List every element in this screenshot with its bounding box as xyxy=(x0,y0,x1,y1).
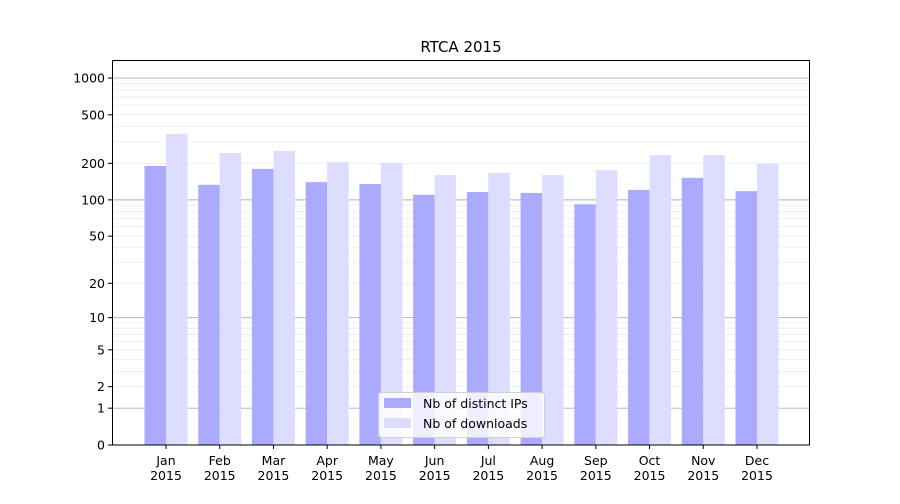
bar-downloads xyxy=(488,172,510,446)
y-tick-label: 100 xyxy=(81,192,105,207)
bar-distinct-ips xyxy=(305,182,328,445)
y-tick-label: 10 xyxy=(89,310,105,325)
bar-distinct-ips xyxy=(466,192,489,445)
chart-title: RTCA 2015 xyxy=(420,38,501,56)
x-tick-label: May 2015 xyxy=(365,453,397,483)
x-tick-label: Nov 2015 xyxy=(687,453,719,483)
x-tick-label: Jun 2015 xyxy=(419,453,451,483)
x-tick-label: Dec 2015 xyxy=(741,453,773,483)
bar-distinct-ips xyxy=(198,184,220,445)
bar-downloads xyxy=(166,134,188,445)
bar-downloads xyxy=(703,155,725,445)
bar-distinct-ips xyxy=(628,189,650,445)
y-tick-label: 200 xyxy=(81,156,105,171)
y-tick-label: 50 xyxy=(89,229,105,244)
bar-distinct-ips xyxy=(251,168,274,445)
legend-label: Nb of downloads xyxy=(423,416,527,431)
legend: Nb of distinct IPs Nb of downloads xyxy=(378,392,545,438)
bar-distinct-ips xyxy=(520,192,543,445)
bar-distinct-ips xyxy=(359,184,381,446)
legend-swatch xyxy=(384,398,411,408)
bar-downloads xyxy=(327,162,349,445)
y-tick-label: 2 xyxy=(97,379,105,394)
x-tick-label: Jul 2015 xyxy=(472,453,504,483)
x-tick-label: Oct 2015 xyxy=(634,453,666,483)
legend-swatch xyxy=(384,418,411,428)
bar-downloads xyxy=(757,163,779,445)
y-tick-label: 1000 xyxy=(73,71,105,86)
bar-downloads xyxy=(542,175,564,445)
y-tick-label: 5 xyxy=(97,342,105,357)
x-tick-label: Jan 2015 xyxy=(150,453,182,483)
x-tick-label: Sep 2015 xyxy=(580,453,612,483)
x-tick-label: Feb 2015 xyxy=(204,453,236,483)
y-tick-label: 0 xyxy=(97,438,105,453)
bar-distinct-ips xyxy=(681,177,704,445)
legend-box xyxy=(378,392,545,438)
y-tick-label: 500 xyxy=(81,107,105,122)
bar-distinct-ips xyxy=(144,166,166,446)
bar-distinct-ips xyxy=(413,194,435,445)
bar-downloads xyxy=(380,163,403,445)
axes-frame xyxy=(112,60,810,446)
x-tick-label: Aug 2015 xyxy=(526,453,558,483)
bar-downloads xyxy=(649,155,672,445)
bar-downloads xyxy=(595,170,618,445)
bar-downloads xyxy=(219,153,242,445)
bar-downloads xyxy=(273,150,295,445)
bar-distinct-ips xyxy=(735,191,757,445)
x-tick-label: Apr 2015 xyxy=(311,453,343,483)
legend-label: Nb of distinct IPs xyxy=(423,396,528,411)
y-tick-label: 1 xyxy=(97,401,105,416)
x-tick-label: Mar 2015 xyxy=(258,453,290,483)
bar-downloads xyxy=(434,175,457,445)
y-tick-label: 20 xyxy=(89,276,105,291)
bar-distinct-ips xyxy=(574,204,596,445)
